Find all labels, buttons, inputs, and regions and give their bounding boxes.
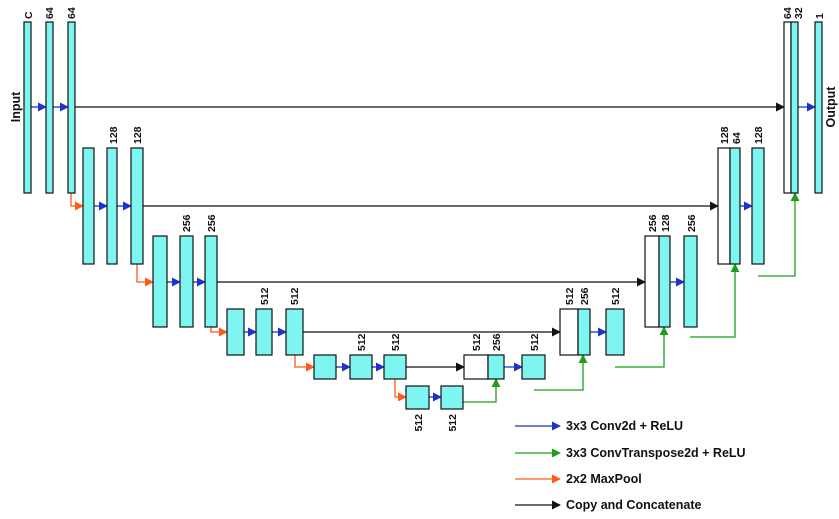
copied-feature-map bbox=[559, 308, 579, 356]
channel-label: 128 bbox=[753, 126, 765, 144]
legend-maxpool-label: 2x2 MaxPool bbox=[566, 472, 642, 486]
channel-label: 256 bbox=[181, 214, 193, 232]
feature-map bbox=[683, 235, 698, 328]
convtranspose-arrow-1 bbox=[463, 378, 501, 403]
channel-label: 128 bbox=[719, 126, 731, 144]
copied-feature-map bbox=[644, 235, 660, 328]
feature-map bbox=[751, 147, 765, 265]
channel-label: 256 bbox=[206, 214, 218, 232]
channel-label: 512 bbox=[529, 333, 541, 351]
channel-label: 128 bbox=[660, 214, 672, 232]
upsampled-feature-map bbox=[729, 147, 741, 265]
maxpool-arrow-1 bbox=[70, 193, 84, 211]
upsampled-feature-map bbox=[487, 354, 505, 380]
feature-map bbox=[521, 354, 546, 380]
upsampled-feature-map bbox=[577, 308, 591, 356]
maxpool-arrow-5 bbox=[394, 379, 407, 402]
feature-map bbox=[605, 308, 625, 356]
feature-map bbox=[130, 147, 144, 265]
maxpool-arrow-2 bbox=[136, 264, 154, 287]
channel-label: 128 bbox=[132, 126, 144, 144]
copied-feature-map bbox=[463, 354, 489, 380]
channel-label: 256 bbox=[491, 333, 503, 351]
encoder-blocks bbox=[23, 21, 464, 410]
maxpool-arrow-3 bbox=[210, 327, 228, 337]
channel-label: 1 bbox=[814, 13, 826, 19]
feature-map bbox=[67, 21, 76, 194]
convtranspose-arrow-2 bbox=[534, 354, 588, 391]
feature-map bbox=[106, 147, 118, 265]
conv-transpose-arrows bbox=[463, 192, 800, 403]
channel-label: 64 bbox=[731, 132, 743, 144]
legend-copy-label: Copy and Concatenate bbox=[566, 498, 701, 512]
upsampled-feature-map bbox=[790, 21, 799, 194]
feature-map bbox=[349, 354, 373, 380]
channel-label: C bbox=[23, 11, 35, 19]
convtranspose-arrow-5 bbox=[758, 192, 800, 277]
channel-label: 128 bbox=[108, 126, 120, 144]
maxpool-arrow-4 bbox=[294, 355, 315, 372]
feature-map bbox=[179, 235, 194, 328]
convtranspose-arrow-3 bbox=[615, 326, 669, 368]
output-label: Output bbox=[824, 86, 838, 128]
channel-label: 256 bbox=[579, 287, 591, 305]
skip-connections bbox=[75, 102, 785, 372]
channel-label: 256 bbox=[686, 214, 698, 232]
bottleneck-feature-map bbox=[405, 385, 430, 410]
channel-label: 32 bbox=[793, 7, 805, 19]
bottleneck-feature-map bbox=[440, 385, 464, 410]
channel-label: 512 bbox=[610, 287, 622, 305]
decoder-blocks bbox=[463, 21, 823, 380]
feature-map bbox=[82, 147, 95, 265]
copied-feature-map bbox=[783, 21, 792, 194]
feature-map bbox=[45, 21, 54, 194]
input-label: Input bbox=[9, 91, 23, 122]
channel-label: 64 bbox=[44, 7, 56, 19]
upsampled-feature-map bbox=[658, 235, 671, 328]
feature-map bbox=[313, 354, 337, 380]
channel-label: 512 bbox=[471, 333, 483, 351]
feature-map bbox=[383, 354, 407, 380]
legend: 3x3 Conv2d + ReLU 3x3 ConvTranspose2d + … bbox=[515, 419, 746, 512]
channel-label: 512 bbox=[564, 287, 576, 305]
conv-arrows bbox=[31, 102, 816, 402]
feature-map bbox=[255, 308, 273, 356]
feature-map bbox=[285, 308, 304, 356]
channel-label: 512 bbox=[289, 287, 301, 305]
channel-label: 512 bbox=[447, 414, 459, 432]
channel-label: 64 bbox=[66, 7, 78, 19]
channel-labels: C 64 64 128 128 256 256 512 512 512 512 … bbox=[23, 7, 826, 431]
maxpool-arrows bbox=[70, 193, 407, 402]
channel-label: 256 bbox=[647, 214, 659, 232]
feature-map bbox=[226, 308, 245, 356]
channel-label: 64 bbox=[782, 7, 794, 19]
convtranspose-arrow-4 bbox=[690, 263, 740, 338]
channel-label: 512 bbox=[356, 333, 368, 351]
channel-label: 512 bbox=[259, 287, 271, 305]
output-feature-map bbox=[814, 21, 823, 194]
legend-conv-label: 3x3 Conv2d + ReLU bbox=[566, 419, 683, 433]
copied-feature-map bbox=[717, 147, 731, 265]
legend-convtranspose-label: 3x3 ConvTranspose2d + ReLU bbox=[566, 446, 746, 460]
feature-map bbox=[152, 235, 168, 328]
feature-map bbox=[204, 235, 218, 328]
channel-label: 512 bbox=[390, 333, 402, 351]
input-feature-map bbox=[23, 21, 32, 194]
channel-label: 512 bbox=[413, 414, 425, 432]
